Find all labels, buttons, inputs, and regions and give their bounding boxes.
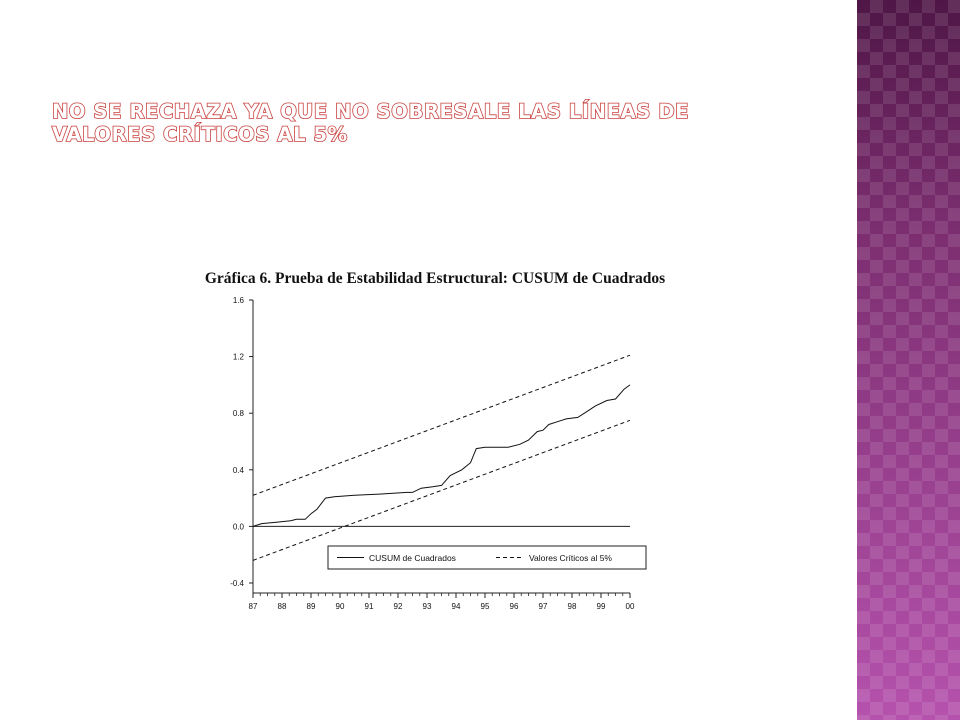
x-tick-label: 90 [336, 602, 345, 611]
chart-title: Gráfica 6. Prueba de Estabilidad Estruct… [204, 270, 666, 287]
decorative-side-band [857, 0, 960, 720]
x-tick-label: 99 [597, 602, 606, 611]
y-tick-label: 0.8 [233, 409, 245, 418]
lower-critical-line [252, 419, 631, 561]
y-tick-label: 0.4 [233, 466, 245, 475]
x-tick-label: 97 [539, 602, 548, 611]
cusum-line [252, 384, 631, 527]
y-tick-label: 1.2 [233, 353, 245, 362]
upper-critical-line [252, 354, 631, 496]
y-tick-label: 1.6 [233, 296, 245, 305]
legend-label-cusum: CUSUM de Cuadrados [369, 553, 456, 563]
cusum-chart: 1.6 1.2 0.8 0.4 0.0 -0.4 87 88 89 90 91 92 93 94 95 96 9… [230, 296, 647, 611]
legend-label-critical: Valores Críticos al 5% [529, 553, 612, 563]
x-tick-label: 87 [249, 602, 258, 611]
x-tick-label: 91 [365, 602, 374, 611]
x-tick-label: 89 [307, 602, 316, 611]
x-tick-label: 98 [568, 602, 577, 611]
y-tick-label: 0.0 [233, 522, 245, 531]
y-tick-label: -0.4 [230, 579, 244, 588]
x-tick-label: 95 [481, 602, 490, 611]
x-tick-label: 00 [626, 602, 635, 611]
x-tick-label: 92 [394, 602, 403, 611]
x-tick-label: 96 [510, 602, 519, 611]
x-tick-label: 94 [452, 602, 461, 611]
x-tick-label: 88 [278, 602, 287, 611]
slide-title: No se rechaza ya que no sobresale las lí… [51, 99, 690, 147]
x-tick-label: 93 [423, 602, 432, 611]
legend-box [327, 545, 647, 570]
